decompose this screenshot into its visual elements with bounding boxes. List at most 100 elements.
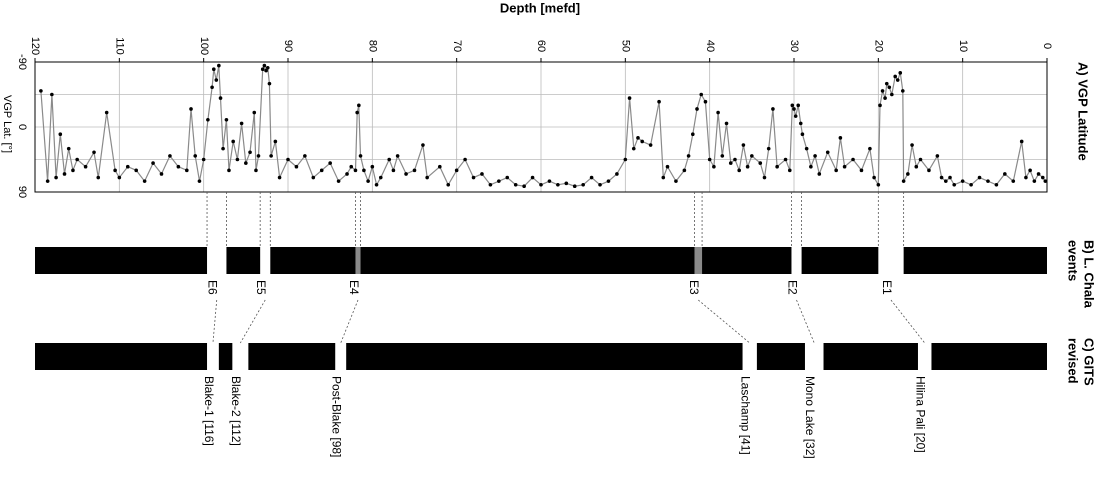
data-point [197, 179, 202, 183]
data-point [62, 172, 67, 176]
data-point [83, 164, 88, 169]
connector [796, 299, 815, 344]
data-point [834, 168, 838, 173]
data-point [117, 175, 122, 180]
data-point [438, 164, 442, 169]
data-point [661, 175, 666, 180]
data-point [686, 154, 691, 158]
connector [340, 299, 359, 344]
data-point [454, 168, 459, 173]
data-point [712, 164, 716, 169]
data-point [890, 92, 894, 97]
x-tick-label: 60 [535, 40, 547, 52]
event-label: Mono Lake [32] [803, 376, 817, 459]
data-point [513, 182, 518, 187]
data-point [92, 150, 96, 155]
chart-title: Depth [mefd] [500, 0, 580, 15]
connector [240, 299, 266, 344]
data-point [404, 172, 408, 176]
data-point [218, 96, 223, 100]
y-tick-label: 90 [16, 186, 28, 198]
x-tick-label: 10 [957, 40, 969, 52]
data-point [1003, 172, 1007, 176]
data-point [1043, 179, 1048, 183]
data-point [319, 168, 324, 173]
data-point [224, 117, 229, 122]
data-point [54, 175, 58, 180]
data-point [211, 67, 216, 72]
event-label: E6 [206, 280, 220, 295]
data-point [113, 168, 117, 173]
data-point [265, 65, 270, 70]
event-label: Post-Blake [98] [330, 376, 344, 457]
data-point [328, 161, 332, 165]
data-point [227, 168, 231, 173]
event-label: Blake-2 [112] [229, 376, 243, 446]
data-point [775, 164, 779, 169]
data-point [269, 154, 273, 158]
data-point [1032, 179, 1037, 183]
event-bar [35, 343, 1047, 370]
x-tick-label: 70 [451, 40, 463, 52]
data-point [859, 168, 864, 173]
data-point [825, 150, 830, 155]
data-point [221, 146, 225, 151]
data-point [741, 143, 746, 147]
x-tick-label: 80 [366, 40, 378, 52]
x-tick-label: 120 [29, 37, 41, 55]
data-point [792, 107, 796, 111]
data-point [906, 172, 910, 176]
event [355, 247, 361, 274]
data-point [758, 161, 763, 165]
data-point [707, 157, 712, 162]
data-point [168, 154, 172, 158]
data-point [640, 139, 644, 144]
data-point [480, 172, 484, 176]
event-label: E3 [687, 280, 701, 295]
data-point [960, 179, 965, 183]
data-point [682, 168, 687, 173]
data-point [745, 164, 750, 169]
data-point [564, 181, 569, 186]
data-point [901, 179, 906, 183]
data-point [994, 182, 999, 187]
data-point [691, 132, 695, 137]
data-point [969, 182, 973, 187]
data-point [471, 175, 476, 180]
data-point [798, 121, 803, 126]
data-point [724, 121, 729, 126]
data-point [539, 182, 543, 187]
data-point [286, 157, 290, 162]
data-point [425, 175, 429, 180]
data-point [851, 157, 855, 162]
data-point [252, 110, 257, 115]
y-tick-label: 0 [16, 124, 28, 130]
event-label: E2 [785, 280, 799, 295]
y-axis-label: VGP Lat. [°] [1, 95, 13, 153]
data-point [884, 81, 889, 86]
data-point [349, 164, 354, 169]
data-point [355, 110, 359, 115]
data-point [733, 157, 737, 162]
data-point [750, 154, 754, 158]
data-point [256, 154, 261, 158]
data-point [277, 175, 282, 180]
data-point [804, 146, 809, 151]
data-point [898, 71, 903, 75]
data-point [868, 146, 872, 151]
x-tick-label: 50 [619, 40, 631, 52]
event [207, 247, 227, 274]
data-point [838, 136, 843, 140]
data-point [96, 175, 101, 180]
data-point [267, 81, 272, 86]
data-point [914, 164, 919, 169]
data-point [703, 99, 708, 104]
event-label: Blake-1 [116] [202, 376, 216, 446]
data-point [530, 175, 535, 180]
data-point [488, 182, 493, 187]
data-point [71, 168, 75, 173]
data-point [336, 179, 341, 183]
panel-label: A) VGP Latitude [1076, 62, 1091, 161]
data-point [948, 175, 952, 180]
